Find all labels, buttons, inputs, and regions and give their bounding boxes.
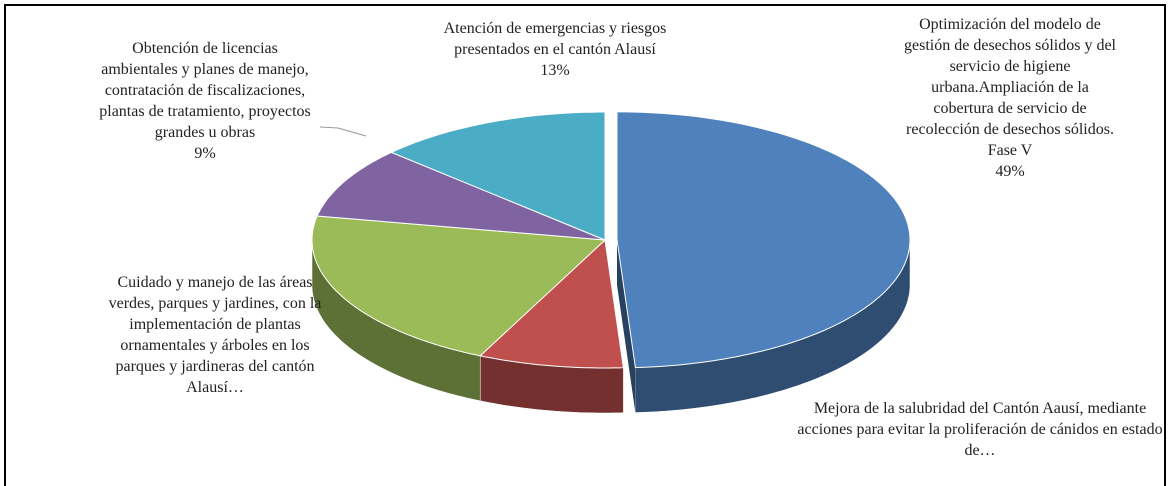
- value-label: 49%: [995, 163, 1025, 180]
- slice: [479, 238, 624, 369]
- category-label: Atención de emergencias y riesgos presen…: [443, 20, 667, 58]
- slice-label: Atención de emergencias y riesgos presen…: [435, 18, 675, 81]
- category-label: Mejora de la salubridad del Cantón Aausí…: [797, 400, 1163, 459]
- slice-label: Mejora de la salubridad del Cantón Aausí…: [790, 398, 1170, 461]
- category-label: Cuidado y manejo de las áreas verdes, pa…: [108, 274, 322, 396]
- slice: [316, 151, 606, 241]
- slice-label: Cuidado y manejo de las áreas verdes, pa…: [105, 272, 325, 398]
- slice-label: Obtención de licencias ambientales y pla…: [95, 38, 315, 164]
- slice: [616, 111, 911, 369]
- value-label: 13%: [540, 62, 570, 79]
- slice: [311, 215, 607, 357]
- slice-label: Optimización del modelo de gestión de de…: [900, 14, 1120, 182]
- leader-line: [319, 126, 367, 137]
- category-label: Optimización del modelo de gestión de de…: [904, 16, 1116, 159]
- chart-border: [4, 4, 1166, 486]
- slice-side: [616, 239, 636, 413]
- category-label: Obtención de licencias ambientales y pla…: [99, 40, 311, 141]
- slice: [390, 111, 606, 241]
- value-label: 9%: [194, 145, 216, 162]
